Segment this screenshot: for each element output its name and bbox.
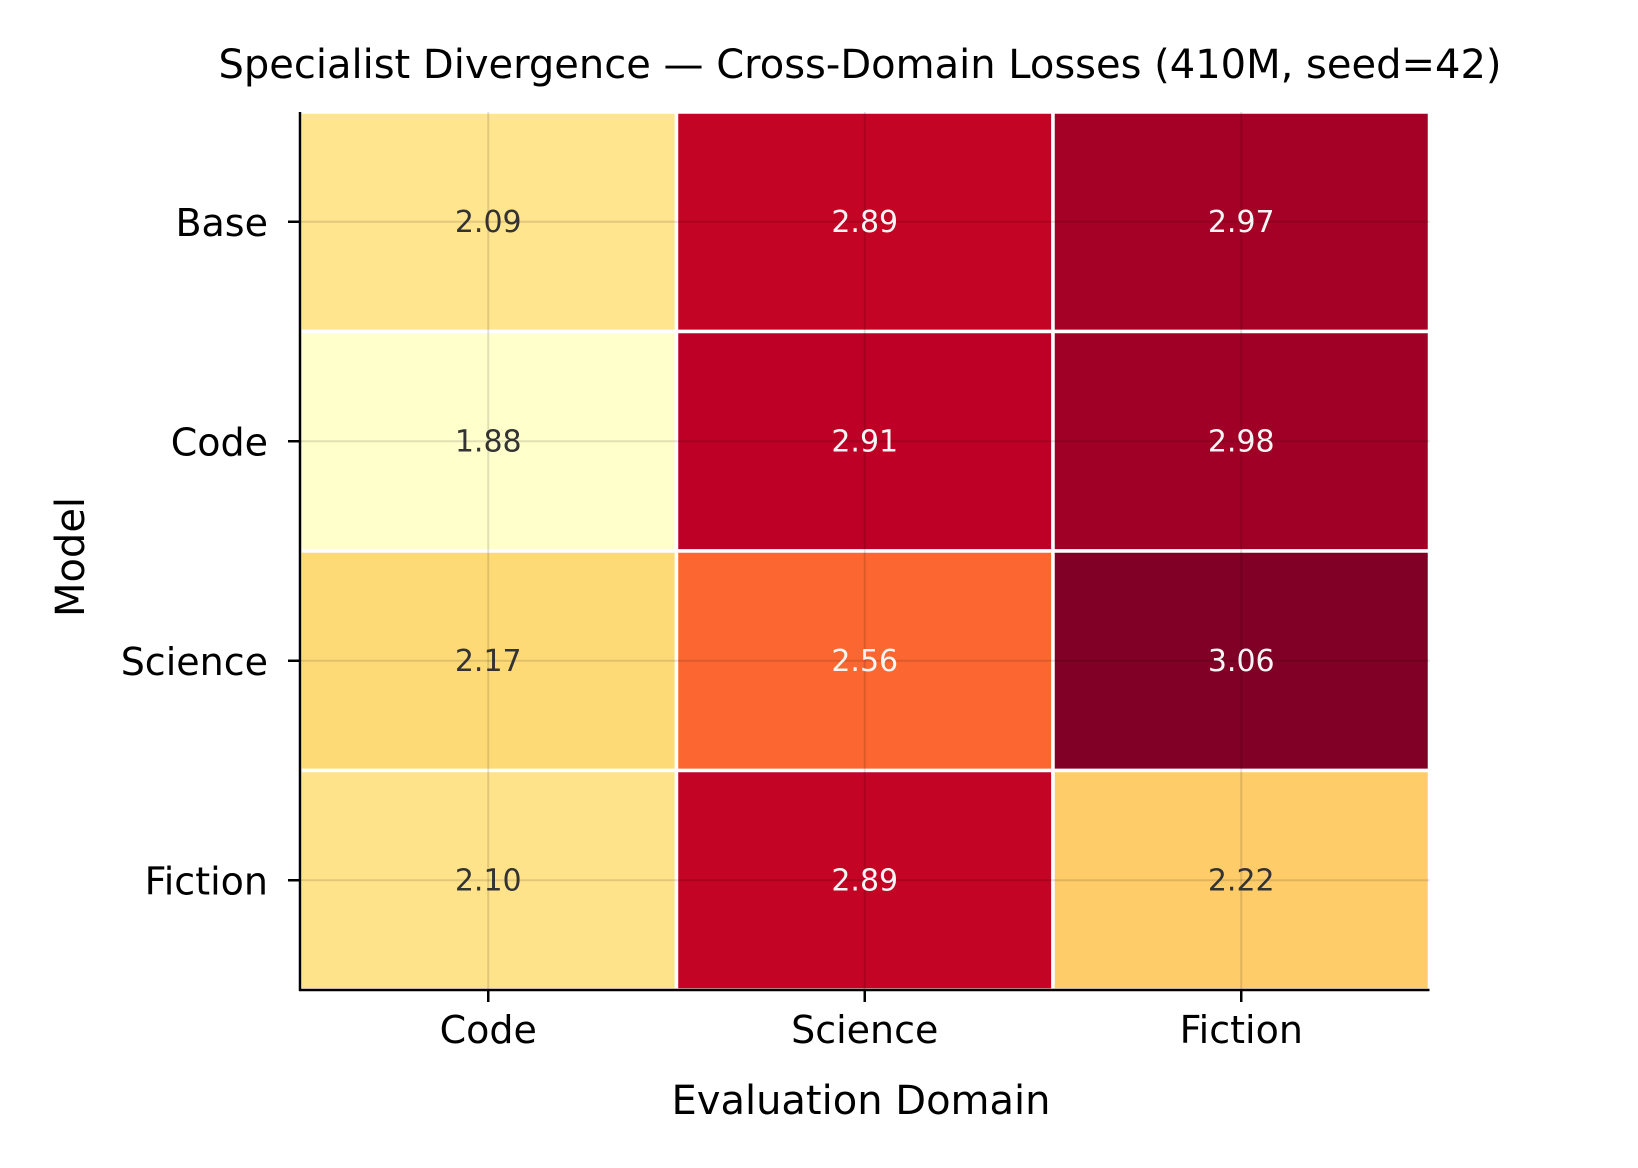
heatmap-cells (298, 110, 1432, 992)
cell-value-label: 2.91 (831, 424, 898, 459)
cell-value-labels: 2.09 2.89 2.97 1.88 2.91 2.98 2.17 2.56 3.06 2.10… (455, 205, 1275, 899)
heatmap-cell (298, 110, 679, 334)
cell-value-label: 2.97 (1208, 205, 1275, 240)
cell-value-label: 2.09 (455, 205, 522, 240)
cell-value-label: 2.17 (455, 644, 522, 679)
x-axis-label: Evaluation Domain (672, 1078, 1051, 1124)
y-tick-label: Science (121, 640, 268, 684)
y-tick-label: Base (175, 201, 268, 245)
cell-value-label: 2.56 (831, 644, 898, 679)
y-axis-label: Model (48, 497, 94, 617)
heatmap-cell (674, 110, 1055, 334)
axes: Code Science Fiction Base Code Science Fiction (121, 112, 1430, 1052)
x-tick-label: Code (440, 1008, 537, 1052)
x-tick-label: Science (791, 1008, 938, 1052)
cell-value-label: 2.89 (831, 863, 898, 898)
heatmap-cell (298, 329, 679, 553)
heatmap-cell (1051, 329, 1432, 553)
cell-value-label: 2.98 (1208, 424, 1275, 459)
y-tick-label: Fiction (145, 859, 268, 903)
cell-value-label: 3.06 (1208, 644, 1275, 679)
y-tick-label: Code (171, 420, 268, 464)
cell-value-label: 2.10 (455, 863, 522, 898)
cell-value-label: 1.88 (455, 424, 522, 459)
heatmap-cell (1051, 110, 1432, 334)
heatmap-cell (298, 768, 679, 992)
grid-lines (300, 112, 1430, 990)
heatmap-cell (1051, 768, 1432, 992)
chart-title: Specialist Divergence — Cross-Domain Los… (218, 42, 1501, 88)
cell-value-label: 2.89 (831, 205, 898, 240)
cell-value-label: 2.22 (1208, 863, 1275, 898)
x-tick-label: Fiction (1180, 1008, 1303, 1052)
heatmap-cell (674, 549, 1055, 773)
heatmap-cell (674, 329, 1055, 553)
